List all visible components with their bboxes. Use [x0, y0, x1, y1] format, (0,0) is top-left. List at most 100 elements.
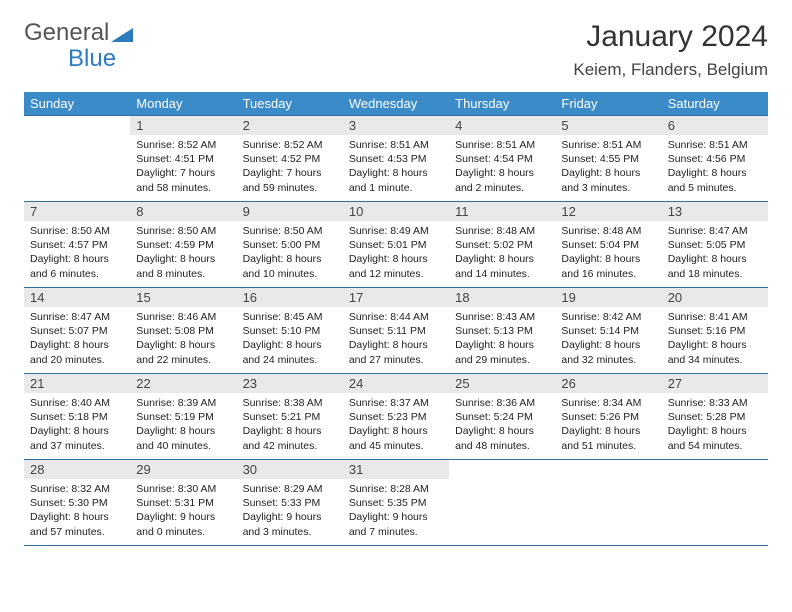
- calendar-day-cell: 1Sunrise: 8:52 AMSunset: 4:51 PMDaylight…: [130, 116, 236, 202]
- day-number: 23: [237, 374, 343, 393]
- day-number: 4: [449, 116, 555, 135]
- sunrise-line: Sunrise: 8:52 AM: [136, 138, 230, 152]
- day-details: Sunrise: 8:46 AMSunset: 5:08 PMDaylight:…: [130, 307, 236, 371]
- day-number: 17: [343, 288, 449, 307]
- calendar-day-cell: 21Sunrise: 8:40 AMSunset: 5:18 PMDayligh…: [24, 374, 130, 460]
- day-number: 20: [662, 288, 768, 307]
- sunset-line: Sunset: 5:18 PM: [30, 410, 124, 424]
- daylight-line: Daylight: 8 hours and 22 minutes.: [136, 338, 230, 366]
- daylight-line: Daylight: 8 hours and 27 minutes.: [349, 338, 443, 366]
- day-number: 14: [24, 288, 130, 307]
- calendar-day-cell: 28Sunrise: 8:32 AMSunset: 5:30 PMDayligh…: [24, 460, 130, 546]
- day-details: Sunrise: 8:39 AMSunset: 5:19 PMDaylight:…: [130, 393, 236, 457]
- day-number: 25: [449, 374, 555, 393]
- day-number: 6: [662, 116, 768, 135]
- calendar-day-cell: 23Sunrise: 8:38 AMSunset: 5:21 PMDayligh…: [237, 374, 343, 460]
- calendar-week-row: 21Sunrise: 8:40 AMSunset: 5:18 PMDayligh…: [24, 374, 768, 460]
- sunrise-line: Sunrise: 8:36 AM: [455, 396, 549, 410]
- calendar-day-cell: 15Sunrise: 8:46 AMSunset: 5:08 PMDayligh…: [130, 288, 236, 374]
- sunrise-line: Sunrise: 8:33 AM: [668, 396, 762, 410]
- title-block: January 2024 Keiem, Flanders, Belgium: [573, 20, 768, 80]
- day-details: Sunrise: 8:49 AMSunset: 5:01 PMDaylight:…: [343, 221, 449, 285]
- day-details: Sunrise: 8:51 AMSunset: 4:53 PMDaylight:…: [343, 135, 449, 199]
- sunset-line: Sunset: 5:13 PM: [455, 324, 549, 338]
- daylight-line: Daylight: 8 hours and 14 minutes.: [455, 252, 549, 280]
- day-details: Sunrise: 8:36 AMSunset: 5:24 PMDaylight:…: [449, 393, 555, 457]
- sunrise-line: Sunrise: 8:48 AM: [561, 224, 655, 238]
- day-details: Sunrise: 8:48 AMSunset: 5:02 PMDaylight:…: [449, 221, 555, 285]
- day-number: 7: [24, 202, 130, 221]
- sunrise-line: Sunrise: 8:28 AM: [349, 482, 443, 496]
- day-details: Sunrise: 8:30 AMSunset: 5:31 PMDaylight:…: [130, 479, 236, 543]
- sunset-line: Sunset: 4:52 PM: [243, 152, 337, 166]
- sunset-line: Sunset: 5:08 PM: [136, 324, 230, 338]
- col-thursday: Thursday: [449, 92, 555, 116]
- daylight-line: Daylight: 8 hours and 48 minutes.: [455, 424, 549, 452]
- daylight-line: Daylight: 8 hours and 3 minutes.: [561, 166, 655, 194]
- sunset-line: Sunset: 5:24 PM: [455, 410, 549, 424]
- day-details: Sunrise: 8:50 AMSunset: 4:57 PMDaylight:…: [24, 221, 130, 285]
- logo-text-general: General: [24, 19, 109, 46]
- calendar-day-cell: 18Sunrise: 8:43 AMSunset: 5:13 PMDayligh…: [449, 288, 555, 374]
- day-details: Sunrise: 8:52 AMSunset: 4:51 PMDaylight:…: [130, 135, 236, 199]
- sunrise-line: Sunrise: 8:51 AM: [561, 138, 655, 152]
- day-number: 16: [237, 288, 343, 307]
- sunrise-line: Sunrise: 8:52 AM: [243, 138, 337, 152]
- day-number: 29: [130, 460, 236, 479]
- calendar-day-cell: 5Sunrise: 8:51 AMSunset: 4:55 PMDaylight…: [555, 116, 661, 202]
- day-details: Sunrise: 8:51 AMSunset: 4:54 PMDaylight:…: [449, 135, 555, 199]
- day-details: Sunrise: 8:41 AMSunset: 5:16 PMDaylight:…: [662, 307, 768, 371]
- sunrise-line: Sunrise: 8:29 AM: [243, 482, 337, 496]
- sunrise-line: Sunrise: 8:38 AM: [243, 396, 337, 410]
- calendar-day-cell: 26Sunrise: 8:34 AMSunset: 5:26 PMDayligh…: [555, 374, 661, 460]
- sunrise-line: Sunrise: 8:51 AM: [349, 138, 443, 152]
- calendar-day-cell: [555, 460, 661, 546]
- day-details: Sunrise: 8:45 AMSunset: 5:10 PMDaylight:…: [237, 307, 343, 371]
- sunrise-line: Sunrise: 8:32 AM: [30, 482, 124, 496]
- sunset-line: Sunset: 5:31 PM: [136, 496, 230, 510]
- calendar-day-cell: 10Sunrise: 8:49 AMSunset: 5:01 PMDayligh…: [343, 202, 449, 288]
- calendar-day-cell: 25Sunrise: 8:36 AMSunset: 5:24 PMDayligh…: [449, 374, 555, 460]
- calendar-day-cell: [662, 460, 768, 546]
- day-number: 22: [130, 374, 236, 393]
- daylight-line: Daylight: 7 hours and 59 minutes.: [243, 166, 337, 194]
- sunrise-line: Sunrise: 8:40 AM: [30, 396, 124, 410]
- daylight-line: Daylight: 9 hours and 3 minutes.: [243, 510, 337, 538]
- calendar-day-cell: 6Sunrise: 8:51 AMSunset: 4:56 PMDaylight…: [662, 116, 768, 202]
- sunrise-line: Sunrise: 8:47 AM: [668, 224, 762, 238]
- sunset-line: Sunset: 5:14 PM: [561, 324, 655, 338]
- calendar-day-cell: 24Sunrise: 8:37 AMSunset: 5:23 PMDayligh…: [343, 374, 449, 460]
- sunrise-line: Sunrise: 8:50 AM: [30, 224, 124, 238]
- day-number: 5: [555, 116, 661, 135]
- sunset-line: Sunset: 4:54 PM: [455, 152, 549, 166]
- calendar-day-cell: 27Sunrise: 8:33 AMSunset: 5:28 PMDayligh…: [662, 374, 768, 460]
- calendar-week-row: 14Sunrise: 8:47 AMSunset: 5:07 PMDayligh…: [24, 288, 768, 374]
- daylight-line: Daylight: 8 hours and 6 minutes.: [30, 252, 124, 280]
- calendar-day-cell: 7Sunrise: 8:50 AMSunset: 4:57 PMDaylight…: [24, 202, 130, 288]
- col-wednesday: Wednesday: [343, 92, 449, 116]
- sunset-line: Sunset: 5:05 PM: [668, 238, 762, 252]
- day-details: Sunrise: 8:51 AMSunset: 4:55 PMDaylight:…: [555, 135, 661, 199]
- calendar-day-cell: 2Sunrise: 8:52 AMSunset: 4:52 PMDaylight…: [237, 116, 343, 202]
- col-saturday: Saturday: [662, 92, 768, 116]
- calendar-day-cell: 19Sunrise: 8:42 AMSunset: 5:14 PMDayligh…: [555, 288, 661, 374]
- day-details: Sunrise: 8:42 AMSunset: 5:14 PMDaylight:…: [555, 307, 661, 371]
- calendar-day-cell: 22Sunrise: 8:39 AMSunset: 5:19 PMDayligh…: [130, 374, 236, 460]
- day-details: Sunrise: 8:47 AMSunset: 5:05 PMDaylight:…: [662, 221, 768, 285]
- day-details: Sunrise: 8:44 AMSunset: 5:11 PMDaylight:…: [343, 307, 449, 371]
- day-details: Sunrise: 8:43 AMSunset: 5:13 PMDaylight:…: [449, 307, 555, 371]
- sunset-line: Sunset: 5:00 PM: [243, 238, 337, 252]
- sunset-line: Sunset: 5:21 PM: [243, 410, 337, 424]
- sunrise-line: Sunrise: 8:44 AM: [349, 310, 443, 324]
- sunset-line: Sunset: 4:53 PM: [349, 152, 443, 166]
- calendar-day-cell: 8Sunrise: 8:50 AMSunset: 4:59 PMDaylight…: [130, 202, 236, 288]
- sunrise-line: Sunrise: 8:51 AM: [668, 138, 762, 152]
- day-number: 31: [343, 460, 449, 479]
- sunset-line: Sunset: 5:28 PM: [668, 410, 762, 424]
- day-details: Sunrise: 8:50 AMSunset: 5:00 PMDaylight:…: [237, 221, 343, 285]
- calendar-day-cell: 29Sunrise: 8:30 AMSunset: 5:31 PMDayligh…: [130, 460, 236, 546]
- day-details: Sunrise: 8:40 AMSunset: 5:18 PMDaylight:…: [24, 393, 130, 457]
- daylight-line: Daylight: 8 hours and 20 minutes.: [30, 338, 124, 366]
- sunrise-line: Sunrise: 8:42 AM: [561, 310, 655, 324]
- sunrise-line: Sunrise: 8:34 AM: [561, 396, 655, 410]
